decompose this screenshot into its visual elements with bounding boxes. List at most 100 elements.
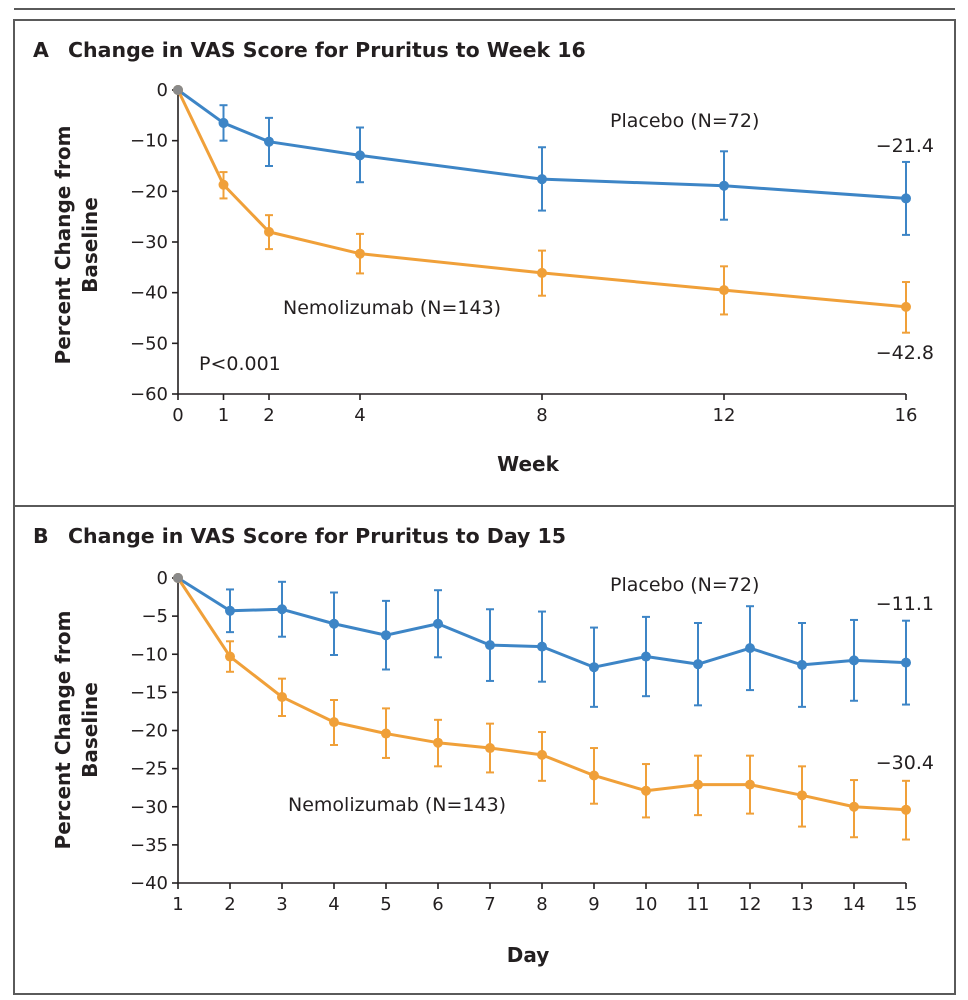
panel-a-x-tick-label: 1 [218, 405, 229, 426]
panel-a-placebo-label: Placebo (N=72) [610, 110, 759, 132]
panel-b-x-tick-label: 5 [380, 894, 391, 915]
panel-a-y-tick-label: −40 [130, 283, 168, 304]
panel-b-y-tick-label: −25 [130, 759, 168, 780]
panel-a-plot: 0−10−20−30−40−50−600 1 2 4 8 12 16 [130, 80, 917, 426]
panel-b-x-tick-label: 10 [635, 894, 658, 915]
panel-a-placebo-point [355, 150, 365, 161]
panel-b-x-tick-label: 13 [791, 894, 814, 915]
panel-a-ylabel-line1: Percent Change from [51, 126, 75, 365]
panel-b-x-tick-label: 3 [276, 894, 287, 915]
panel-b-y-tick-label: −20 [130, 721, 168, 742]
panel-b-nemolizumab-point [381, 728, 391, 739]
panel-b-nemolizumab-point [693, 779, 703, 790]
panel-a-origin-point [173, 85, 183, 95]
panel-b-placebo-point [381, 630, 391, 641]
panel-b-nemolizumab-point [849, 801, 859, 812]
panel-b-x-tick-label: 2 [224, 894, 235, 915]
panel-a-xlabel: Week [497, 452, 559, 476]
panel-a-ylabel-line2: Baseline [78, 197, 102, 293]
panel-a-placebo-end-value: −21.4 [876, 135, 934, 157]
panel-b-placebo-point [433, 618, 443, 629]
panel-b-nemolizumab-point [329, 717, 339, 728]
panel-b-x-tick-label: 8 [536, 894, 547, 915]
panel-b-nemolizumab-end-value: −30.4 [876, 752, 934, 774]
panel-a-nemolizumab-point [901, 301, 911, 312]
panel-a-nemolizumab-point [719, 285, 729, 296]
panel-a-pvalue: P<0.001 [199, 353, 281, 375]
panel-a-x-tick-label: 0 [172, 405, 183, 426]
panel-b-y-tick-label: −40 [130, 873, 168, 894]
panel-b-x-tick-label: 11 [687, 894, 710, 915]
panel-b-nemolizumab-point [537, 749, 547, 760]
panel-b-placebo-point [485, 640, 495, 651]
panel-b-x-tick-label: 9 [588, 894, 599, 915]
panel-a-placebo-series [173, 85, 911, 236]
panel-b-nemolizumab-point [797, 790, 807, 801]
panel-b-y-tick-label: −15 [130, 682, 168, 703]
panel-b-nemolizumab-point [225, 651, 235, 662]
panel-a-placebo-point [218, 117, 229, 128]
panel-b-x-tick-label: 12 [739, 894, 762, 915]
panel-a-y-tick-label: −10 [130, 131, 168, 152]
panel-b-frame [13, 505, 956, 995]
panel-b-placebo-label: Placebo (N=72) [610, 574, 759, 596]
panel-b-x-tick-label: 4 [328, 894, 339, 915]
panel-b-x-tick-label: 7 [484, 894, 495, 915]
panel-b-placebo-point [589, 662, 599, 673]
panel-b: B Change in VAS Score for Pruritus to Da… [13, 505, 956, 995]
panel-a-x-tick-label: 4 [354, 405, 365, 426]
panel-a: A Change in VAS Score for Pruritus to We… [13, 19, 956, 507]
panel-b-nemolizumab-label: Nemolizumab (N=143) [288, 794, 506, 816]
panel-b-nemolizumab-series [173, 573, 911, 841]
panel-b-nemolizumab-point [901, 804, 911, 815]
panel-b-placebo-point [901, 657, 911, 668]
panel-b-nemolizumab-point [641, 785, 651, 796]
panel-b-placebo-point [225, 605, 235, 616]
panel-b-placebo-point [277, 604, 287, 615]
panel-b-placebo-point [641, 651, 651, 662]
panel-a-placebo-point [901, 193, 911, 204]
panel-b-nemolizumab-point [485, 743, 495, 754]
panel-b-xlabel: Day [507, 943, 550, 967]
panel-a-nemolizumab-point [537, 267, 547, 278]
panel-b-placebo-point [745, 643, 755, 654]
panel-b-placebo-point [329, 618, 339, 629]
panel-a-placebo-point [264, 136, 274, 147]
panel-a-placebo-point [537, 174, 547, 185]
panel-a-x-tick-label: 2 [263, 405, 274, 426]
panel-a-y-tick-label: −20 [130, 181, 168, 202]
panel-b-placebo-point [849, 655, 859, 666]
panel-a-placebo-point [719, 180, 729, 191]
panel-b-ylabel-line2: Baseline [78, 682, 102, 778]
panel-b-placebo-point [797, 659, 807, 670]
panel-a-y-tick-label: −60 [130, 384, 168, 405]
panel-a-title: Change in VAS Score for Pruritus to Week… [68, 38, 586, 62]
panel-a-letter: A [33, 38, 49, 62]
panel-b-x-tick-label: 6 [432, 894, 443, 915]
panel-a-y-tick-label: −30 [130, 232, 168, 253]
panel-b-plot: 0−5−10−15−20−25−30−35−401 2 3 4 5 6 7 8 9 10 11 12 1… [130, 568, 917, 915]
panel-b-placebo-point [537, 641, 547, 652]
panel-b-nemolizumab-point [589, 770, 599, 781]
panel-a-frame [13, 19, 956, 507]
panel-b-y-tick-label: −30 [130, 797, 168, 818]
panel-a-nemolizumab-label: Nemolizumab (N=143) [283, 297, 501, 319]
panel-a-nemolizumab-end-value: −42.8 [876, 342, 934, 364]
panel-a-x-tick-label: 16 [895, 405, 918, 426]
panel-b-nemolizumab-point [433, 737, 443, 748]
panel-b-nemolizumab-point [277, 691, 287, 702]
panel-b-y-tick-label: −5 [141, 606, 168, 627]
panel-b-y-tick-label: −35 [130, 835, 168, 856]
panel-b-origin-point [173, 573, 183, 583]
panel-a-nemolizumab-point [355, 248, 365, 259]
panel-b-letter: B [33, 524, 49, 548]
panel-b-placebo-series [173, 573, 911, 708]
panel-b-x-tick-label: 14 [843, 894, 866, 915]
panel-b-x-tick-label: 15 [895, 894, 918, 915]
panel-b-placebo-point [693, 659, 703, 670]
panel-a-x-tick-label: 8 [536, 405, 547, 426]
panel-b-y-tick-label: −10 [130, 644, 168, 665]
panel-b-x-tick-label: 1 [172, 894, 183, 915]
panel-a-y-tick-label: −50 [130, 333, 168, 354]
